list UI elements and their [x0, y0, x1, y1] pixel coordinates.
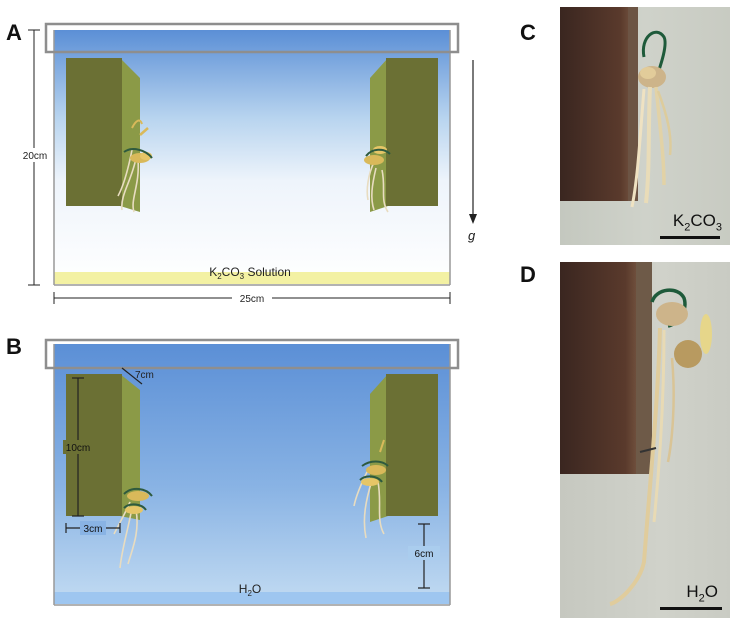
seedlings-a-right: [366, 161, 389, 213]
tank-a-lid: [44, 22, 460, 54]
dim-depth-label: 7cm: [135, 370, 154, 381]
panel-label-c: C: [520, 20, 536, 45]
wood-block-c: [560, 7, 636, 201]
tank-b-lid: [44, 338, 460, 370]
dim-block-height-label: 10cm: [66, 443, 90, 454]
k2co3-layer: [54, 272, 450, 284]
k2co3-solution-label: K2CO3 Solution: [209, 265, 291, 281]
dim-block-width-label: 3cm: [84, 524, 103, 535]
dim-gap-label: 6cm: [415, 549, 434, 560]
panel-label-b: B: [6, 334, 22, 359]
panel-label-d: D: [520, 262, 536, 287]
dim-height-label: 20cm: [23, 151, 47, 162]
block-b-left: [66, 374, 140, 520]
panel-a-diagram: 20cm 25cm g K2CO3 Solution: [17, 22, 477, 305]
block-a-left: [66, 58, 140, 212]
panel-label-a: A: [6, 20, 22, 45]
panel-b-diagram: 7cm 10cm 3cm 6cm H2O: [44, 338, 460, 606]
photo-c: K2CO3: [560, 7, 730, 245]
water-label: H2O: [239, 582, 261, 598]
scale-bar-c: [660, 236, 720, 239]
scale-bar-d: [660, 607, 722, 610]
water-bottom-layer: [54, 592, 450, 604]
dim-width-label: 25cm: [240, 294, 264, 305]
wood-block-d: [560, 262, 642, 474]
photo-c-caption: K2CO3: [672, 210, 722, 233]
seedlings-a-left: [117, 119, 149, 213]
photo-d-caption: H2O: [686, 581, 718, 604]
gravity-label: g: [468, 228, 476, 243]
photo-d: H2O: [560, 262, 730, 618]
block-a-right: [370, 58, 438, 212]
